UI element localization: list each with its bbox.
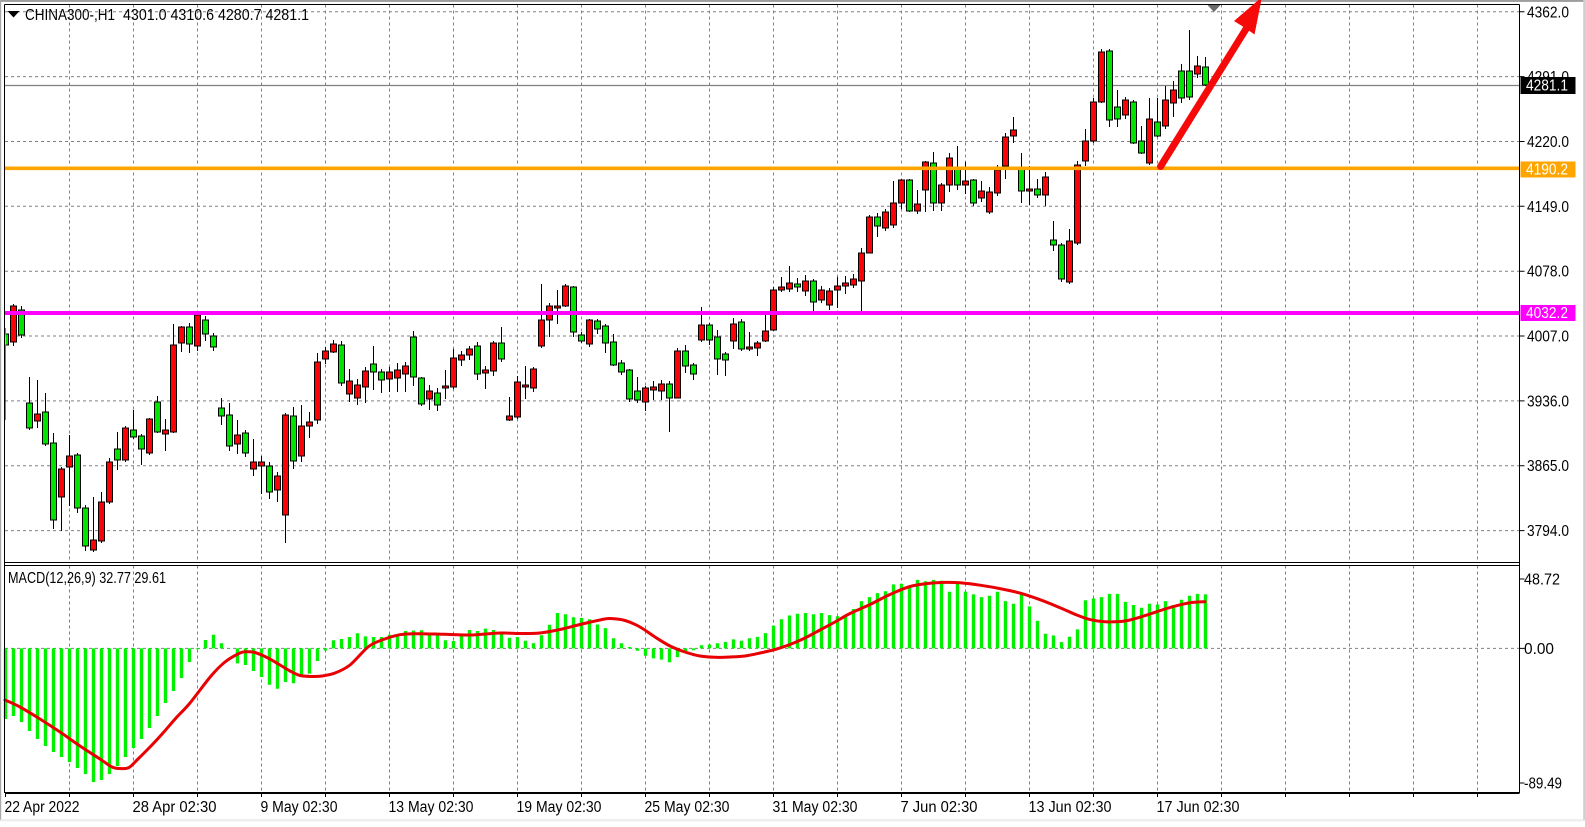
svg-text:28 Apr 02:30: 28 Apr 02:30 — [133, 799, 217, 816]
svg-text:4220.0: 4220.0 — [1527, 134, 1569, 151]
svg-text:4362.0: 4362.0 — [1527, 4, 1569, 21]
svg-text:3794.0: 3794.0 — [1527, 523, 1569, 540]
svg-text:CHINA300-,H1: CHINA300-,H1 — [25, 7, 115, 24]
svg-text:17 Jun 02:30: 17 Jun 02:30 — [1157, 799, 1240, 816]
svg-text:4007.0: 4007.0 — [1527, 329, 1569, 346]
svg-text:4301.0 4310.6 4280.7 4281.1: 4301.0 4310.6 4280.7 4281.1 — [123, 7, 309, 24]
svg-text:4032.2: 4032.2 — [1526, 305, 1568, 322]
svg-text:3865.0: 3865.0 — [1527, 458, 1569, 475]
svg-text:-89.49: -89.49 — [1524, 776, 1562, 793]
svg-text:9 May 02:30: 9 May 02:30 — [261, 799, 338, 816]
svg-text:3936.0: 3936.0 — [1527, 393, 1569, 410]
svg-text:4078.0: 4078.0 — [1527, 264, 1569, 281]
svg-text:13 May 02:30: 13 May 02:30 — [389, 799, 474, 816]
svg-text:MACD(12,26,9) 32.77 29.61: MACD(12,26,9) 32.77 29.61 — [8, 570, 166, 587]
svg-text:25 May 02:30: 25 May 02:30 — [645, 799, 730, 816]
svg-text:13 Jun 02:30: 13 Jun 02:30 — [1029, 799, 1112, 816]
svg-text:22 Apr 2022: 22 Apr 2022 — [5, 799, 80, 816]
svg-text:0.00: 0.00 — [1524, 641, 1554, 658]
svg-text:4149.0: 4149.0 — [1527, 199, 1569, 216]
svg-text:4190.2: 4190.2 — [1526, 162, 1568, 179]
svg-text:7 Jun 02:30: 7 Jun 02:30 — [901, 799, 978, 816]
svg-text:19 May 02:30: 19 May 02:30 — [517, 799, 602, 816]
svg-text:48.72: 48.72 — [1524, 572, 1560, 589]
svg-text:31 May 02:30: 31 May 02:30 — [773, 799, 858, 816]
svg-text:4281.1: 4281.1 — [1526, 78, 1568, 95]
